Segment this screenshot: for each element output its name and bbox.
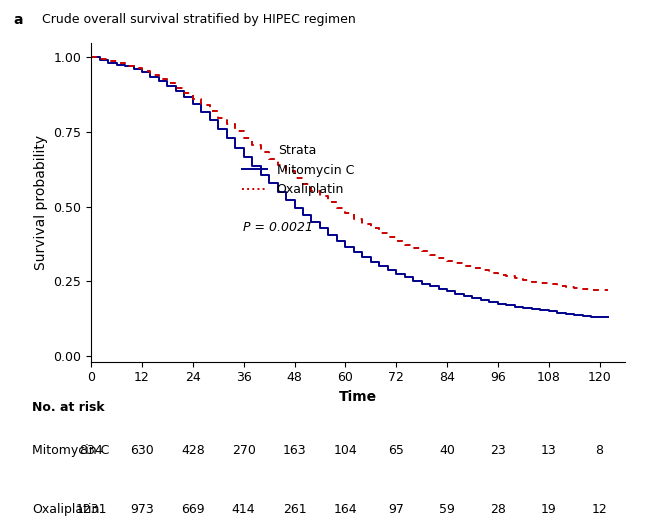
Text: 28: 28 — [490, 503, 506, 516]
Text: 8: 8 — [596, 444, 603, 457]
Text: 40: 40 — [439, 444, 455, 457]
Legend: Mitomycin C, Oxaliplatin: Mitomycin C, Oxaliplatin — [242, 145, 354, 196]
Text: 428: 428 — [181, 444, 204, 457]
Text: 834: 834 — [79, 444, 103, 457]
Text: 163: 163 — [283, 444, 307, 457]
Text: 59: 59 — [439, 503, 455, 516]
Text: P = 0.0021: P = 0.0021 — [243, 221, 313, 234]
Text: 23: 23 — [490, 444, 506, 457]
Text: 19: 19 — [541, 503, 557, 516]
Text: 12: 12 — [592, 503, 607, 516]
Text: 1231: 1231 — [76, 503, 107, 516]
Text: 261: 261 — [283, 503, 307, 516]
Text: 164: 164 — [333, 503, 357, 516]
Text: 97: 97 — [388, 503, 404, 516]
Text: No. at risk: No. at risk — [32, 401, 104, 414]
Y-axis label: Survival probability: Survival probability — [34, 135, 48, 270]
Text: a: a — [13, 13, 23, 27]
Text: 414: 414 — [232, 503, 255, 516]
Text: Crude overall survival stratified by HIPEC regimen: Crude overall survival stratified by HIP… — [42, 13, 356, 26]
Text: Oxaliplatin: Oxaliplatin — [32, 503, 99, 516]
Text: 669: 669 — [181, 503, 204, 516]
Text: 104: 104 — [333, 444, 357, 457]
Text: 13: 13 — [541, 444, 557, 457]
Text: Mitomycin C: Mitomycin C — [32, 444, 109, 457]
Text: 973: 973 — [130, 503, 154, 516]
X-axis label: Time: Time — [339, 390, 377, 404]
Text: 270: 270 — [232, 444, 256, 457]
Text: 630: 630 — [130, 444, 154, 457]
Text: 65: 65 — [388, 444, 404, 457]
